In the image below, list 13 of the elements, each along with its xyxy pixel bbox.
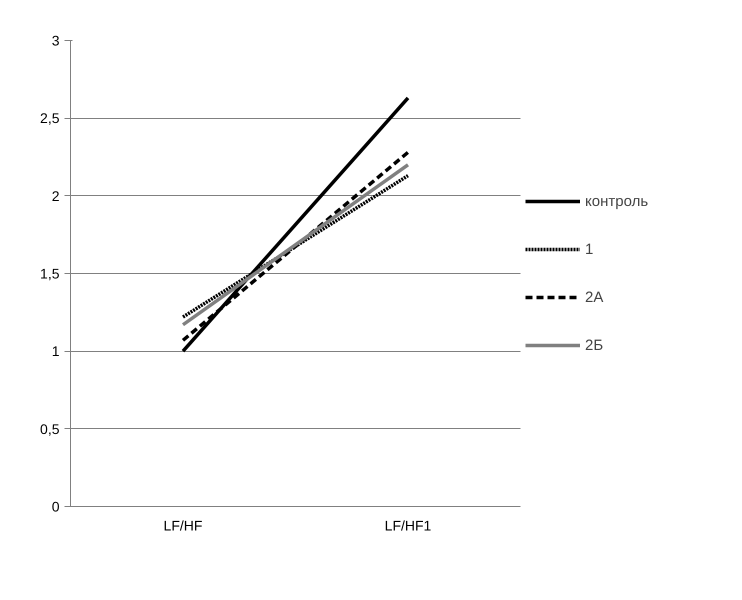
y-tick-label: 1,5 bbox=[40, 266, 60, 282]
legend-label: 2А bbox=[585, 288, 604, 306]
y-tick-label: 2,5 bbox=[40, 110, 60, 126]
y-tick-label: 0,5 bbox=[40, 420, 60, 437]
x-tick-label: LF/HF1 bbox=[384, 518, 432, 534]
y-tick-label: 2 bbox=[52, 188, 60, 204]
x-tick-label: LF/HF bbox=[164, 518, 202, 534]
y-tick-label: 3 bbox=[52, 32, 60, 48]
legend-label: 2Б bbox=[585, 336, 604, 354]
y-tick-label: 0 bbox=[52, 498, 60, 514]
legend-label: контроль bbox=[585, 192, 648, 210]
y-tick-label: 1 bbox=[52, 343, 60, 360]
legend-label: 1 bbox=[585, 240, 594, 258]
